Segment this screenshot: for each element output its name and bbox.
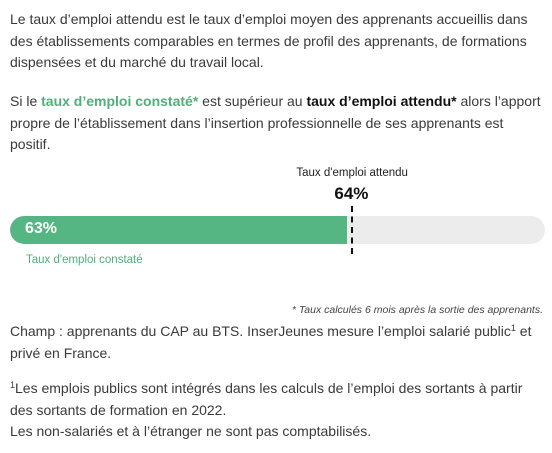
expected-rate-term: taux d’emploi attendu* (306, 93, 457, 109)
expected-rate-marker (351, 206, 354, 254)
footnote-line-1: Les emplois publics sont intégrés dans l… (10, 380, 523, 418)
observed-rate-caption: Taux d'emploi constaté (26, 254, 143, 266)
expected-rate-caption: Taux d'emploi attendu (296, 167, 408, 179)
scope-end: et privé en France. (10, 323, 532, 361)
observed-rate-term: taux d’emploi constaté* (41, 93, 199, 109)
footnote-line-2: Les non-salariés et à l’étranger ne sont… (10, 423, 372, 439)
expected-rate-definition: Le taux d’emploi attendu est le taux d’e… (10, 11, 528, 70)
scope-note: Champ : apprenants du CAP au BTS. InserJ… (10, 321, 542, 364)
observed-rate-value: 63% (25, 220, 58, 237)
scope-text: Champ : apprenants du CAP au BTS. InserJ… (10, 323, 511, 339)
expected-rate-value: 64% (334, 184, 369, 203)
rates-timing-note: * Taux calculés 6 mois après la sortie d… (291, 304, 543, 316)
footnote: 1Les emplois publics sont intégrés dans … (10, 378, 542, 443)
employment-rate-gauge: 63% (10, 216, 545, 244)
comparison-explanation: Si le taux d’emploi constaté* est supéri… (10, 91, 542, 156)
footnote-marker: 1 (10, 380, 16, 390)
comparison-prefix: Si le (10, 93, 42, 109)
observed-rate-fill (10, 216, 348, 244)
scope-footnote-ref: 1 (510, 323, 516, 333)
comparison-suffix: alors l’apport propre de l’établissement… (10, 93, 541, 152)
comparison-middle: est supérieur au (198, 93, 307, 109)
